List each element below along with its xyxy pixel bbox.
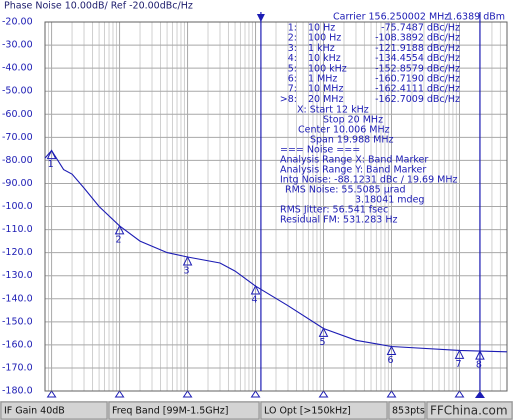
- status-text: 853pts: [392, 406, 425, 417]
- annotation: Analysis Range Y: Band Marker: [280, 165, 426, 176]
- marker-value: -121.9188 dBc/Hz: [375, 43, 460, 54]
- annotation: Analysis Range X: Band Marker: [280, 155, 428, 166]
- annotation: Residual FM: 531.283 Hz: [280, 215, 397, 226]
- marker-label: 7:: [288, 84, 297, 95]
- marker-id: 4: [252, 294, 258, 305]
- status-text: LO Opt [>150kHz]: [264, 406, 351, 417]
- marker-label: 1:: [288, 23, 297, 34]
- status-text: Freq Band [99M-1.5GHz]: [112, 406, 229, 417]
- marker-label: 2:: [288, 33, 297, 44]
- marker-id: 7: [455, 359, 461, 370]
- marker-freq: 20 MHz: [308, 94, 343, 105]
- marker-value: -152.8579 dBc/Hz: [375, 63, 460, 74]
- marker-freq: 10 kHz: [308, 53, 341, 64]
- annotation: === Noise ===: [280, 145, 360, 156]
- marker-label: 6:: [288, 74, 297, 85]
- marker-freq: 1 MHz: [308, 74, 337, 85]
- marker-value: -134.4554 dBc/Hz: [375, 53, 460, 64]
- marker-id: 8: [476, 360, 482, 371]
- status-cell: [388, 401, 426, 420]
- annotation: X: Start 12 kHz: [297, 105, 369, 116]
- marker-freq: 100 kHz: [308, 63, 347, 74]
- marker-freq: 10 MHz: [308, 84, 343, 95]
- status-cell: [108, 401, 260, 420]
- marker: [46, 149, 57, 160]
- marker-freq: 10 Hz: [308, 23, 335, 34]
- y-tick-label: -120.0: [2, 247, 33, 258]
- y-tick-label: -160.0: [2, 339, 33, 350]
- y-tick-label: -60.00: [2, 109, 33, 120]
- chart-title: Phase Noise 10.00dB/ Ref -20.00dBc/Hz: [4, 1, 193, 12]
- status-text: IF Gain 40dB: [4, 406, 65, 417]
- y-tick-label: -70.00: [2, 132, 33, 143]
- status-cell: [0, 401, 108, 420]
- marker-value: -160.7190 dBc/Hz: [375, 74, 460, 85]
- marker-freq: 1 kHz: [308, 43, 335, 54]
- status-cell: [260, 401, 388, 420]
- status-cell: [426, 401, 513, 420]
- marker-label: 4:: [288, 53, 297, 64]
- band-arrow: [256, 14, 265, 22]
- marker: [454, 349, 465, 359]
- tick-marker: [454, 390, 465, 398]
- y-tick-label: -80.00: [2, 155, 33, 166]
- y-tick-label: -90.00: [2, 178, 33, 189]
- y-tick-label: -150.0: [2, 316, 33, 327]
- marker-label: 5:: [288, 63, 297, 74]
- tick-marker: [318, 390, 329, 398]
- y-tick-label: -20.00: [2, 17, 33, 28]
- y-tick-label: -40.00: [2, 63, 33, 74]
- trace: [44, 149, 508, 353]
- annotation: Intg Noise: -88.1231 dBc / 19.69 MHz: [280, 175, 457, 186]
- tick-marker: [114, 390, 125, 398]
- y-tick-label: -180.0: [2, 386, 33, 397]
- y-tick-label: -170.0: [2, 362, 33, 373]
- marker-label: >8:: [280, 94, 297, 105]
- annotation: Center 10.006 MHz: [298, 125, 390, 136]
- plot-frame: [44, 21, 508, 392]
- y-tick-label: -110.0: [2, 224, 33, 235]
- tick-marker: [386, 390, 397, 398]
- annotation: Stop 20 MHz: [323, 115, 383, 126]
- annotation: Span 19.988 MHz: [310, 135, 394, 146]
- marker-value: -162.7009 dBc/Hz: [375, 94, 460, 105]
- marker-id: 1: [48, 159, 54, 170]
- tick-marker: [46, 390, 57, 398]
- marker: [318, 327, 329, 337]
- marker: [475, 349, 485, 360]
- marker-id: 6: [387, 355, 393, 366]
- band-arrow: [474, 391, 485, 398]
- annotation: RMS Jitter: 56.541 fsec: [280, 205, 388, 216]
- marker: [114, 224, 125, 235]
- y-tick-label: -30.00: [2, 40, 33, 51]
- y-tick-label: -140.0: [2, 293, 33, 304]
- marker-id: 5: [319, 337, 325, 348]
- marker: [250, 284, 261, 295]
- marker-id: 2: [116, 234, 122, 245]
- power: 1.6389 dBm: [447, 12, 505, 23]
- marker-value: -162.4111 dBc/Hz: [375, 84, 460, 95]
- y-tick-label: -50.00: [2, 86, 33, 97]
- carrier: Carrier 156.250002 MHz: [333, 12, 449, 23]
- y-tick-label: -100.0: [2, 201, 33, 212]
- marker-label: 3:: [288, 43, 297, 54]
- y-tick-label: -130.0: [2, 270, 33, 281]
- marker: [386, 345, 397, 356]
- tick-marker: [250, 390, 261, 398]
- marker-value: -75.7487 dBc/Hz: [381, 23, 460, 34]
- status-text: FFChina.com: [430, 404, 508, 418]
- marker-freq: 100 Hz: [308, 33, 341, 44]
- marker-value: -108.3892 dBc/Hz: [375, 33, 460, 44]
- marker: [182, 255, 193, 266]
- marker-id: 3: [184, 266, 190, 277]
- tick-marker: [182, 390, 193, 398]
- annotation: 3.18041 mdeg: [355, 195, 424, 206]
- annotation: RMS Noise: 55.5085 µrad: [285, 185, 406, 196]
